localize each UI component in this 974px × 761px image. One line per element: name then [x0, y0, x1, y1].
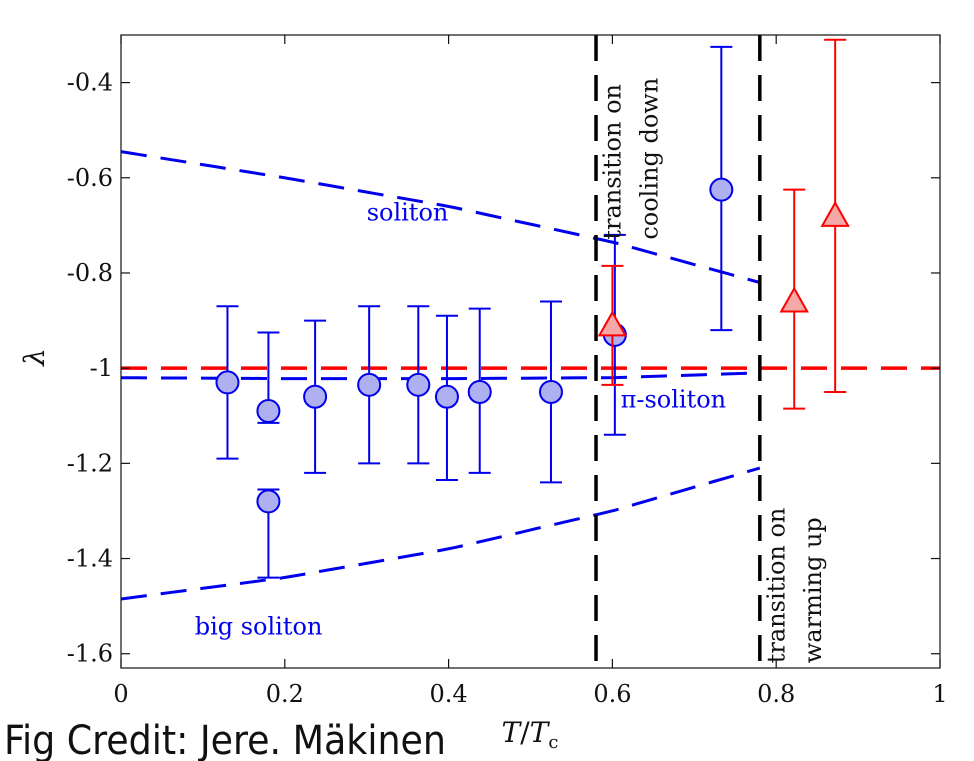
point-0-8	[538, 300, 563, 484]
marker-circle-0-5	[406, 372, 431, 397]
annotation-4: cooling down	[635, 78, 663, 240]
annotation-2: big soliton	[195, 613, 323, 641]
x-tick-label-1: 0.2	[266, 680, 304, 708]
x-axis-label-main: T	[502, 716, 523, 749]
marker-circle-0-6	[434, 384, 459, 409]
reference-lines	[121, 35, 940, 668]
curve-1	[120, 371, 760, 381]
annotations: soliton π-soliton big soliton transition on…	[195, 78, 828, 664]
marker-circle-0-4	[357, 372, 382, 397]
y-tick-label-0: -0.4	[67, 69, 113, 97]
annotation-0: soliton	[367, 199, 449, 227]
marker-circle-0-10	[709, 177, 734, 202]
x-axis-label-denominator: T	[530, 716, 551, 749]
x-axis-label-slash: /	[520, 716, 530, 749]
marker-circle-0-0	[215, 370, 240, 395]
curve-0	[120, 150, 761, 284]
y-tick-label-1: -0.6	[67, 164, 113, 192]
y-tick-label-2: -0.8	[67, 259, 113, 287]
point-1-1	[779, 188, 809, 410]
y-tick-label-4: -1.2	[67, 449, 113, 477]
data-points	[215, 38, 850, 579]
annotation-5: transition on	[762, 508, 790, 664]
y-tick-label-3: -1	[90, 354, 113, 382]
marker-circle-0-1	[256, 398, 281, 423]
annotation-6: warming up	[799, 517, 827, 663]
model-curves	[120, 150, 761, 601]
marker-circle-0-7	[467, 379, 492, 404]
point-0-7	[467, 307, 492, 474]
figure-credit: Fig Credit: Jere. Mäkinen	[4, 718, 446, 761]
marker-circle-0-3	[303, 384, 328, 409]
point-0-6	[434, 314, 459, 482]
point-0-3	[303, 319, 328, 474]
marker-circle-0-8	[538, 379, 563, 404]
x-tick-label-5: 1	[932, 680, 947, 708]
curve-2	[120, 466, 761, 601]
marker-triangle-1-1	[779, 286, 809, 313]
point-0-10	[709, 45, 734, 332]
x-axis-label: T/Tc	[502, 716, 559, 753]
point-1-0	[597, 264, 628, 386]
marker-triangle-1-0	[597, 310, 628, 337]
y-axis-label: λ	[18, 348, 51, 367]
x-tick-label-2: 0.4	[430, 680, 468, 708]
annotation-1: π-soliton	[621, 386, 727, 414]
point-1-2	[820, 38, 850, 393]
ticks: 0 0.2 0.4 0.6 0.8 1 -0.4 -0.6 -0.8 -1 -1.2 -1.4 -1.6	[67, 35, 948, 708]
point-0-5	[406, 305, 431, 465]
point-0-0	[215, 305, 240, 460]
annotation-3: transition on	[599, 84, 627, 240]
point-0-2	[256, 488, 281, 579]
x-tick-label-3: 0.6	[593, 680, 631, 708]
point-0-4	[357, 305, 382, 465]
x-axis-label-subscript: c	[548, 732, 558, 753]
point-0-1	[256, 331, 281, 424]
marker-triangle-1-2	[820, 200, 850, 227]
plot-frame	[120, 34, 941, 669]
marker-circle-0-2	[256, 489, 281, 514]
y-tick-label-6: -1.6	[67, 640, 113, 668]
x-tick-label-4: 0.8	[757, 680, 795, 708]
y-tick-label-5: -1.4	[67, 545, 113, 573]
x-tick-label-0: 0	[113, 680, 128, 708]
